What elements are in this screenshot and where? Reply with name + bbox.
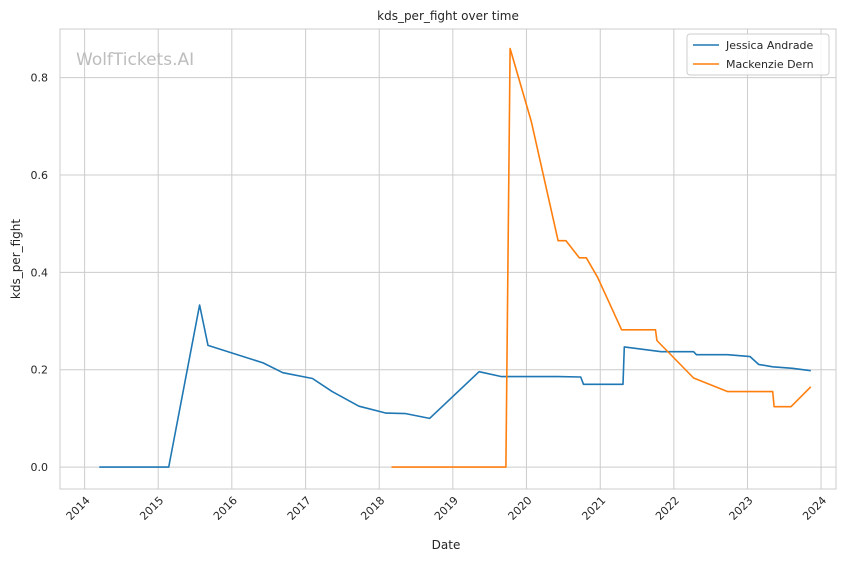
watermark: WolfTickets.AI xyxy=(76,50,194,70)
y-axis-ticks: 0.0 0.2 0.4 0.6 0.8 xyxy=(31,72,49,474)
y-tick-label: 0.0 xyxy=(31,461,49,474)
chart-title: kds_per_fight over time xyxy=(377,9,519,23)
y-tick-label: 0.8 xyxy=(31,72,49,85)
legend-label-mackenzie-dern: Mackenzie Dern xyxy=(726,58,814,71)
plot-frame xyxy=(59,28,837,490)
legend-label-jessica-andrade: Jessica Andrade xyxy=(725,39,814,52)
y-tick-label: 0.4 xyxy=(31,266,49,279)
series-line-mackenzie-dern xyxy=(391,47,812,468)
grid xyxy=(60,29,836,489)
legend: Jessica Andrade Mackenzie Dern xyxy=(686,33,830,76)
y-tick-label: 0.6 xyxy=(31,169,49,182)
x-axis-label: Date xyxy=(432,538,461,552)
x-axis-ticks: 2014 2015 2016 2017 2018 2019 2020 2021 2022 2023… xyxy=(64,494,829,523)
y-axis-label: kds_per_fight xyxy=(9,219,23,300)
y-tick-label: 0.2 xyxy=(31,364,49,377)
series-lines xyxy=(99,47,812,468)
legend-box xyxy=(686,33,830,76)
series-line-jessica-andrade xyxy=(99,304,811,468)
